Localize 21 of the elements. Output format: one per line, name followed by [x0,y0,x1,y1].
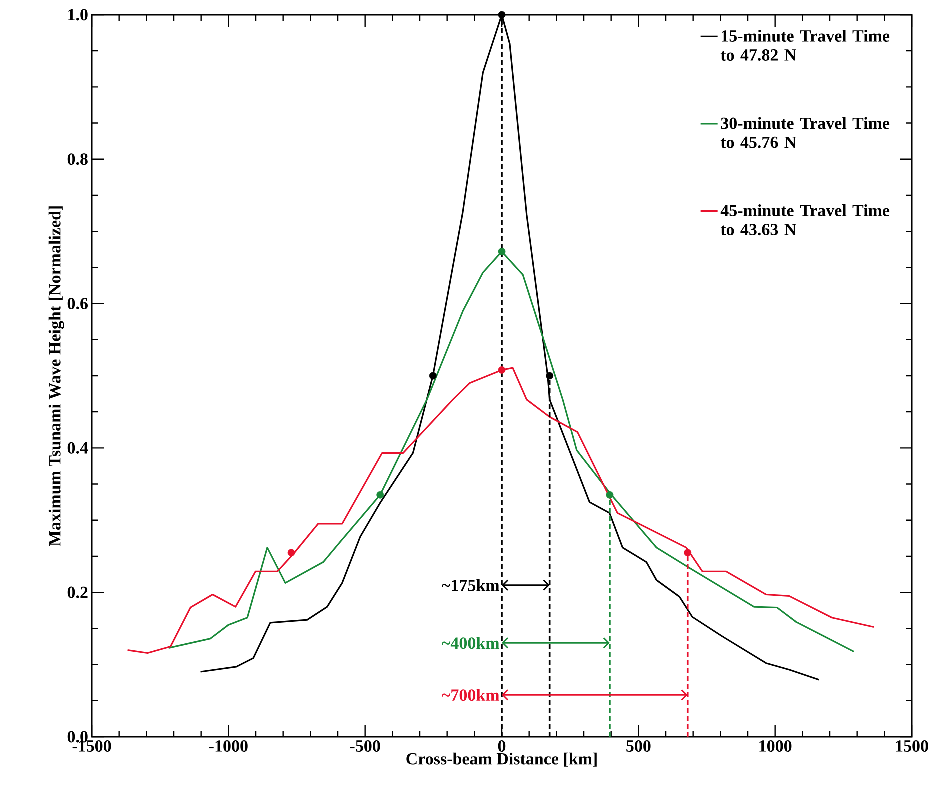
x-tick-label: 0 [498,740,506,752]
y-tick-label: 0.8 [68,154,88,166]
annotation: ~175km [442,579,500,592]
annotation: ~700km [442,689,500,702]
legend-label: 30-minute Travel Time to 45.76 N [720,117,890,148]
annotation: ~400km [442,637,500,650]
y-tick-label: 0.4 [68,442,88,454]
x-tick-label: 500 [626,740,651,752]
x-tick-label: 1500 [896,740,928,752]
y-tick-label: 0.6 [68,298,88,310]
y-tick-label: 1.0 [68,9,88,21]
x-tick-label: -500 [350,740,380,752]
x-tick-label: -1500 [72,740,112,752]
y-tick-label: 0.2 [68,586,88,598]
y-axis-title: Maximum Tsunami Wave Height [Normalized] [48,206,64,546]
x-axis-title: Cross-beam Distance [km] [406,752,597,767]
y-tick-label: 0.0 [68,731,88,743]
x-tick-label: 1000 [760,740,792,752]
legend-label: 45-minute Travel Time to 43.63 N [720,204,890,236]
x-tick-label: -1000 [209,740,248,752]
legend-label: 15-minute Travel Time to 47.82 N [720,30,890,62]
